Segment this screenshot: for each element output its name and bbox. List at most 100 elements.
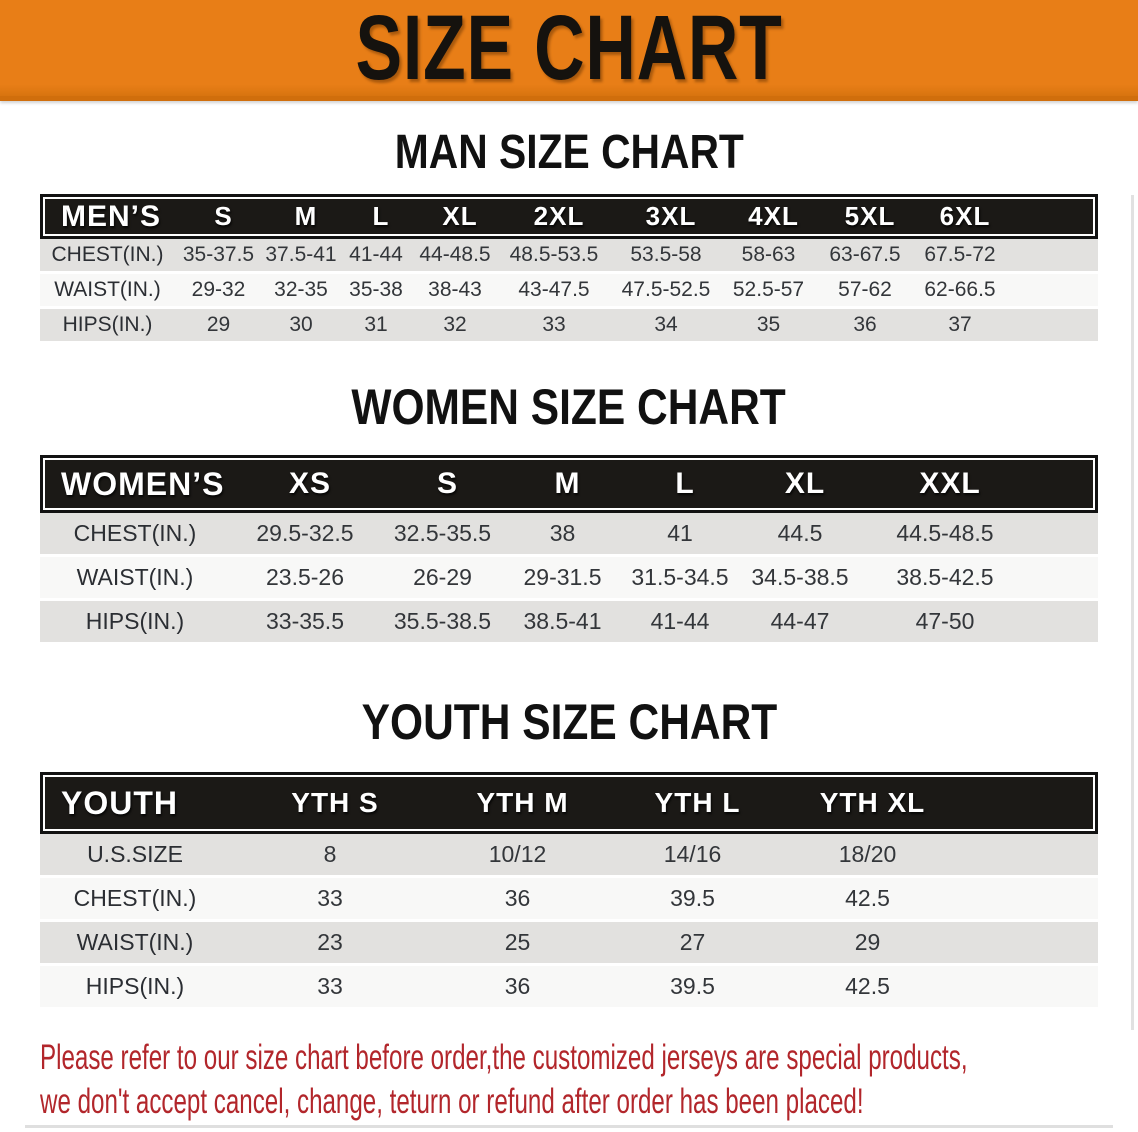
womens-size-value: 38 [549, 520, 576, 546]
womens-size-value: 41-44 [650, 608, 710, 634]
scan-edge-bottom-line [25, 1125, 1113, 1128]
youth-row-label: HIPS(IN.) [85, 973, 185, 999]
mens-size-value: 33 [542, 313, 566, 336]
womens-size-value: 26-29 [413, 564, 472, 590]
women-size-chart-title-text: WOMEN SIZE CHART [351, 379, 787, 435]
disclaimer: Please refer to our size chart before or… [40, 1036, 1138, 1124]
mens-size-value: 58-63 [741, 243, 796, 266]
youth-size-column-header: YTH L [654, 787, 741, 818]
mens-size-column-header: 6XL [939, 201, 991, 231]
mens-size-value: 37 [948, 313, 972, 336]
mens-size-value: 35-37.5 [182, 243, 255, 266]
mens-size-value: 38-43 [428, 278, 482, 301]
youth-size-value: 42.5 [845, 973, 890, 999]
mens-size-value: 32-35 [274, 278, 328, 301]
youth-size-value: 25 [504, 929, 531, 955]
mens-size-value: 34 [654, 313, 678, 336]
mens-size-value: 67.5-72 [924, 243, 996, 266]
youth-row-label: WAIST(IN.) [76, 929, 194, 955]
mens-size-column-header: 5XL [844, 201, 896, 231]
mens-size-value: 31 [364, 313, 388, 336]
youth-table-row: U.S.SIZE 8 10/12 14/16 18/20 [40, 834, 1098, 878]
youth-size-table: YOUTH YTH S YTH M YTH L YTH XL U.S.SIZE 8 10/12… [40, 772, 1098, 1010]
womens-table-row: CHEST(IN.) 29.5-32.5 32.5-35.5 38 41 44.5 44.5… [40, 513, 1098, 557]
womens-row-label: CHEST(IN.) [73, 520, 197, 546]
youth-table-header-bar: YOUTH YTH S YTH M YTH L YTH XL [40, 772, 1098, 834]
womens-size-value: 38.5-42.5 [896, 564, 994, 590]
mens-size-value: 44-48.5 [419, 243, 491, 266]
man-size-chart-title: MAN SIZE CHART [0, 127, 1138, 179]
mens-size-column-header: M [294, 201, 318, 231]
mens-size-column-header: XL [442, 201, 478, 231]
womens-size-value: 47-50 [915, 608, 975, 634]
mens-row-label: WAIST(IN.) [54, 278, 161, 301]
mens-size-value: 43-47.5 [518, 278, 590, 301]
womens-size-column-header: S [436, 467, 458, 500]
womens-size-value: 31.5-34.5 [631, 564, 729, 590]
womens-size-table: WOMEN’S XS S M L XL XXL CHEST(IN.) 29.5-32.5 32.5… [40, 455, 1098, 645]
youth-row-label: U.S.SIZE [87, 841, 183, 867]
mens-size-table: MEN’S S M L XL 2XL 3XL 4XL 5XL 6XL CHEST(IN.) 35-37… [40, 194, 1098, 344]
youth-table-row: CHEST(IN.) 33 36 39.5 42.5 [40, 878, 1098, 922]
women-size-chart-title: WOMEN SIZE CHART [0, 380, 1138, 434]
womens-table-row: HIPS(IN.) 33-35.5 35.5-38.5 38.5-41 41-44 44-… [40, 601, 1098, 645]
womens-size-column-header: L [675, 467, 695, 500]
youth-size-value: 29 [854, 929, 881, 955]
youth-size-column-header: YTH S [291, 787, 379, 818]
scan-edge-right-line [1131, 195, 1134, 1030]
mens-size-value: 36 [853, 313, 877, 336]
mens-size-value: 30 [289, 313, 313, 336]
youth-size-value: 36 [504, 885, 531, 911]
mens-table-row: HIPS(IN.) 29 30 31 32 33 34 35 36 37 [40, 309, 1098, 344]
womens-size-value: 38.5-41 [523, 608, 602, 634]
womens-size-value: 32.5-35.5 [393, 520, 492, 546]
womens-size-value: 29.5-32.5 [256, 520, 354, 546]
mens-size-column-header: L [372, 201, 390, 231]
youth-size-value: 36 [504, 973, 531, 999]
mens-size-value: 41-44 [349, 243, 403, 266]
mens-size-value: 37.5-41 [265, 243, 337, 266]
mens-size-value: 47.5-52.5 [621, 278, 711, 301]
youth-size-chart-title-text: YOUTH SIZE CHART [361, 694, 777, 750]
mens-row-label: HIPS(IN.) [62, 313, 153, 336]
disclaimer-line-1: Please refer to our size chart before or… [40, 1038, 968, 1077]
youth-row-label: CHEST(IN.) [73, 885, 197, 911]
mens-size-value: 63-67.5 [829, 243, 901, 266]
youth-size-value: 33 [317, 885, 343, 911]
mens-size-value: 35-38 [349, 278, 403, 301]
mens-size-value: 48.5-53.5 [509, 243, 599, 266]
youth-size-value: 23 [317, 929, 343, 955]
womens-size-value: 29-31.5 [523, 564, 602, 590]
womens-size-value: 35.5-38.5 [393, 608, 492, 634]
mens-size-column-header: 2XL [533, 201, 585, 231]
womens-size-value: 34.5-38.5 [751, 564, 849, 590]
womens-size-value: 33-35.5 [265, 608, 344, 634]
womens-size-value: 41 [667, 520, 693, 546]
youth-size-value: 42.5 [845, 885, 890, 911]
man-size-chart-title-text: MAN SIZE CHART [394, 126, 744, 179]
youth-size-value: 8 [323, 841, 337, 867]
womens-size-value: 44.5-48.5 [896, 520, 994, 546]
mens-size-column-header: 3XL [645, 201, 697, 231]
mens-size-value: 52.5-57 [732, 278, 805, 301]
mens-size-column-header: S [214, 201, 233, 231]
youth-size-column-header: YTH M [476, 787, 569, 818]
womens-size-value: 44.5 [777, 520, 823, 546]
youth-size-value: 39.5 [670, 973, 715, 999]
mens-row-label: CHEST(IN.) [51, 243, 164, 266]
womens-size-column-header: XXL [919, 467, 981, 500]
youth-size-value: 10/12 [488, 841, 547, 867]
youth-size-value: 27 [679, 929, 706, 955]
mens-size-value: 35 [756, 313, 781, 336]
mens-size-value: 57-62 [838, 278, 892, 301]
mens-size-column-header: 4XL [748, 201, 799, 231]
youth-table-row: WAIST(IN.) 23 25 27 29 [40, 922, 1098, 966]
womens-row-label: HIPS(IN.) [85, 608, 185, 634]
youth-size-column-header: YTH XL [819, 787, 926, 818]
youth-size-value: 18/20 [838, 841, 897, 867]
banner-title: SIZE CHART [355, 0, 783, 99]
womens-size-value: 23.5-26 [265, 564, 344, 590]
mens-size-value: 32 [443, 313, 467, 336]
mens-size-value: 29-32 [191, 278, 246, 301]
mens-table-label: MEN’S [61, 199, 162, 233]
